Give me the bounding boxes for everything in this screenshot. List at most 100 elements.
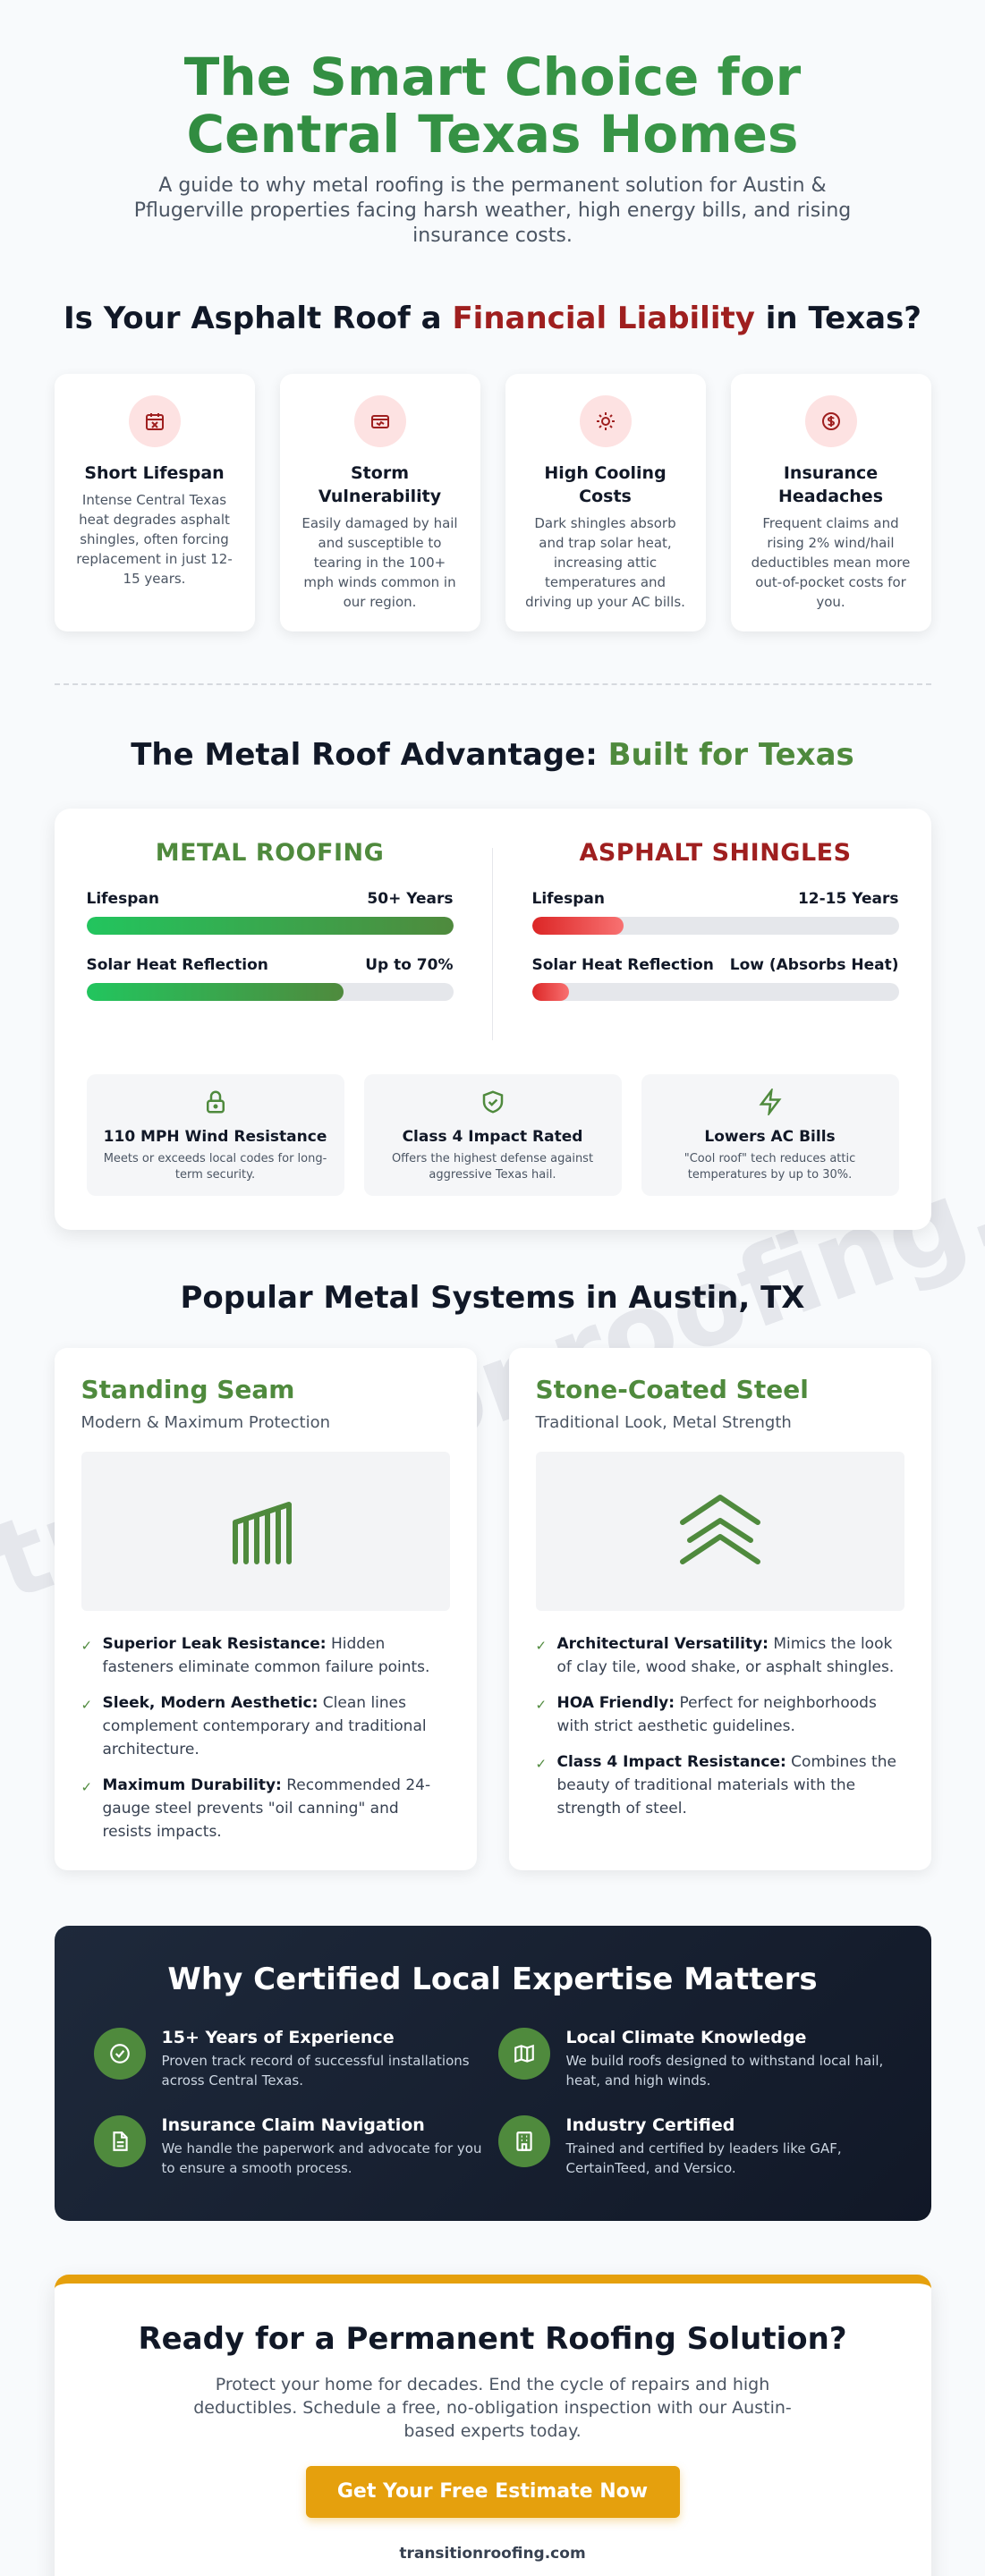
expertise-item-title: Industry Certified — [565, 2115, 735, 2135]
problem-title: Insurance Headaches — [777, 463, 883, 506]
problems-title-highlight: Financial Liability — [452, 301, 755, 336]
building-icon — [497, 2115, 550, 2167]
systems-section: Popular Metal Systems in Austin, TX Stan… — [0, 1280, 985, 1870]
bullet-text: Hidden fasteners eliminate common failur… — [102, 1635, 430, 1676]
feature-wind-resistance: 110 MPH Wind Resistance Meets or exceeds… — [86, 1074, 344, 1196]
dollar-icon — [804, 395, 857, 447]
feature-text: Meets or exceeds local codes for long-te… — [103, 1152, 327, 1182]
cta-text: Protect your home for decades. End the c… — [193, 2375, 792, 2441]
standing-seam-icon — [228, 1492, 303, 1571]
problem-text: Frequent claims and rising 2% wind/hail … — [751, 515, 911, 610]
free-estimate-button[interactable]: Get Your Free Estimate Now — [305, 2466, 680, 2518]
chevrons-up-icon — [677, 1492, 763, 1571]
metric-label: Solar Heat Reflection — [86, 956, 268, 974]
feature-title: Class 4 Impact Rated — [402, 1128, 583, 1146]
expertise-item-certified: Industry Certified Trained and certified… — [497, 2115, 892, 2178]
problem-text: Dark shingles absorb and trap solar heat… — [525, 515, 685, 610]
problems-title: Is Your Asphalt Roof a Financial Liabili… — [0, 301, 985, 336]
list-item: ✓ Superior Leak Resistance: Hidden fasten… — [81, 1632, 450, 1679]
hero-subtitle: A guide to why metal roofing is the perm… — [133, 174, 852, 247]
storm-damage-icon — [353, 395, 406, 447]
check-icon: ✓ — [535, 1756, 548, 1772]
check-icon: ✓ — [81, 1779, 93, 1795]
metal-lifespan-metric: Lifespan 50+ Years — [86, 890, 454, 935]
advantage-title-pre: The Metal Roof Advantage: — [131, 737, 608, 773]
check-circle-icon — [93, 2028, 146, 2080]
feature-title: 110 MPH Wind Resistance — [103, 1128, 327, 1146]
expertise-item-text: We build roofs designed to withstand loc… — [565, 2053, 884, 2089]
metal-column: METAL ROOFING Lifespan 50+ Years Solar H… — [86, 839, 454, 1040]
metal-reflection-metric: Solar Heat Reflection Up to 70% — [86, 956, 454, 1001]
list-item: ✓ Architectural Versatility: Mimics the l… — [536, 1632, 904, 1679]
problem-card-lifespan: Short Lifespan Intense Central Texas hea… — [54, 374, 255, 631]
expertise-item-title: Local Climate Knowledge — [565, 2028, 807, 2047]
expertise-item-text: Proven track record of successful instal… — [161, 2053, 470, 2089]
column-divider — [492, 848, 493, 1040]
bullet-text: Recommended 24-gauge steel prevents "oil… — [102, 1776, 431, 1841]
system-title: Stone-Coated Steel — [535, 1375, 809, 1404]
bullet-bold: Sleek, Modern Aesthetic: — [102, 1694, 318, 1712]
bullet-text: Mimics the look of clay tile, wood shake… — [556, 1635, 895, 1676]
problems-title-post: in Texas? — [754, 301, 922, 336]
expertise-item-text: We handle the paperwork and advocate for… — [161, 2140, 482, 2176]
sun-icon — [579, 395, 632, 447]
advantage-title-highlight: Built for Texas — [607, 737, 854, 773]
problems-section: Is Your Asphalt Roof a Financial Liabili… — [0, 301, 985, 631]
shield-check-icon — [480, 1090, 506, 1119]
check-icon: ✓ — [535, 1697, 548, 1713]
problem-title: Storm Vulnerability — [318, 463, 442, 506]
feature-impact-rated: Class 4 Impact Rated Offers the highest … — [363, 1074, 622, 1196]
expertise-item-title: 15+ Years of Experience — [161, 2028, 395, 2047]
system-card-standing-seam: Standing Seam Modern & Maximum Protectio… — [54, 1348, 477, 1870]
advantage-title: The Metal Roof Advantage: Built for Texa… — [0, 737, 985, 773]
bullet-bold: Maximum Durability: — [102, 1776, 282, 1794]
progress-fill — [531, 917, 624, 935]
asphalt-heading: ASPHALT SHINGLES — [579, 839, 852, 867]
progress-fill — [531, 983, 569, 1001]
hero-title: The Smart Choice for Central Texas Homes — [72, 48, 913, 163]
check-icon: ✓ — [535, 1638, 548, 1654]
check-icon: ✓ — [81, 1638, 93, 1654]
system-title: Standing Seam — [81, 1375, 295, 1404]
problem-card-storm: Storm Vulnerability Easily damaged by ha… — [279, 374, 480, 631]
map-icon — [497, 2028, 550, 2080]
website-link[interactable]: transitionroofing.com — [399, 2545, 586, 2563]
bullet-bold: HOA Friendly: — [556, 1694, 675, 1712]
comparison-card: METAL ROOFING Lifespan 50+ Years Solar H… — [54, 809, 931, 1230]
list-item: ✓ HOA Friendly: Perfect for neighborhoods… — [536, 1691, 904, 1738]
progress-track — [531, 983, 899, 1001]
cta-title: Ready for a Permanent Roofing Solution? — [138, 2321, 847, 2357]
metric-value: 50+ Years — [367, 890, 454, 908]
bullet-bold: Superior Leak Resistance: — [102, 1635, 327, 1653]
metric-value: Up to 70% — [365, 956, 454, 974]
list-item: ✓ Sleek, Modern Aesthetic: Clean lines co… — [81, 1691, 450, 1761]
problems-title-pre: Is Your Asphalt Roof a — [63, 301, 453, 336]
systems-title: Popular Metal Systems in Austin, TX — [180, 1280, 805, 1316]
system-subtitle: Traditional Look, Metal Strength — [535, 1413, 792, 1432]
bullet-text: Clean lines complement contemporary and … — [102, 1694, 427, 1758]
cta-section: Ready for a Permanent Roofing Solution? … — [54, 2275, 931, 2576]
progress-track — [86, 917, 454, 935]
expertise-item-climate: Local Climate Knowledge We build roofs d… — [497, 2028, 892, 2090]
feature-text: Offers the highest defense against aggre… — [391, 1152, 594, 1182]
asphalt-lifespan-metric: Lifespan 12-15 Years — [531, 890, 899, 935]
metric-value: 12-15 Years — [797, 890, 899, 908]
asphalt-column: ASPHALT SHINGLES Lifespan 12-15 Years So… — [531, 839, 899, 1040]
problem-card-cooling: High Cooling Costs Dark shingles absorb … — [505, 374, 706, 631]
expertise-item-text: Trained and certified by leaders like GA… — [565, 2140, 842, 2176]
metric-label: Lifespan — [531, 890, 605, 908]
progress-fill — [86, 917, 454, 935]
system-visual — [81, 1452, 450, 1611]
system-bullets: ✓ Architectural Versatility: Mimics the l… — [536, 1632, 904, 1820]
problem-card-insurance: Insurance Headaches Frequent claims and … — [730, 374, 931, 631]
metric-label: Solar Heat Reflection — [531, 956, 714, 974]
list-item: ✓ Maximum Durability: Recommended 24-gaug… — [81, 1774, 450, 1843]
system-bullets: ✓ Superior Leak Resistance: Hidden fasten… — [81, 1632, 450, 1843]
metric-value: Low (Absorbs Heat) — [729, 956, 899, 974]
expertise-title: Why Certified Local Expertise Matters — [167, 1962, 818, 1997]
feature-text: "Cool roof" tech reduces attic temperatu… — [684, 1152, 856, 1182]
hero-section: The Smart Choice for Central Texas Homes… — [0, 0, 985, 249]
system-card-stone-coated: Stone-Coated Steel Traditional Look, Met… — [508, 1348, 931, 1870]
problem-title: Short Lifespan — [84, 463, 225, 483]
